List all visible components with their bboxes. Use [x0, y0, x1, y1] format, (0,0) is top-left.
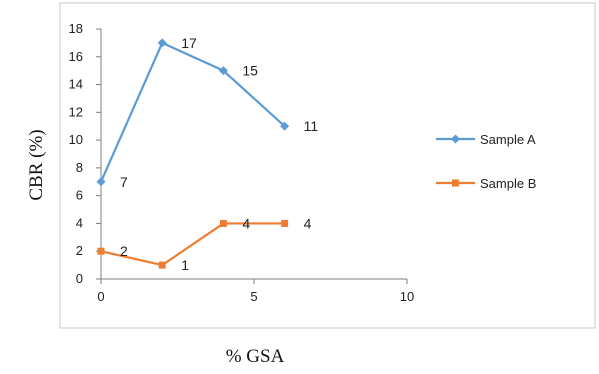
x-tick-label: 0	[97, 289, 104, 304]
data-label: 15	[242, 63, 258, 79]
series-line	[100, 222, 285, 267]
data-point	[157, 38, 167, 48]
data-point	[96, 177, 106, 187]
data-label: 4	[242, 215, 250, 231]
y-tick-label: 14	[69, 77, 83, 92]
data-point	[452, 179, 459, 187]
y-tick-label: 0	[76, 271, 83, 286]
y-axis-title: CBR (%)	[26, 129, 47, 200]
data-label: 11	[304, 118, 319, 134]
data-point	[219, 219, 227, 227]
y-tick-label: 2	[76, 243, 83, 258]
series-1: 7 17 15 11	[96, 35, 319, 190]
data-point	[158, 261, 166, 269]
legend: Sample A Sample B	[436, 132, 536, 191]
legend-label: Sample B	[480, 176, 536, 191]
y-tick-label: 12	[69, 104, 83, 119]
chart-area-border	[59, 2, 596, 329]
legend-item-2: Sample B	[436, 176, 536, 191]
y-tick-label: 6	[76, 188, 83, 203]
series-line	[99, 41, 286, 183]
y-tick-label: 4	[76, 215, 83, 230]
data-point	[97, 247, 105, 255]
data-label: 2	[120, 243, 128, 259]
data-label: 17	[181, 35, 197, 51]
series-layer: 7 17 15 11 2 1 4 4	[96, 35, 319, 273]
data-label: 4	[304, 215, 312, 231]
y-tick-label: 18	[69, 21, 83, 36]
legend-label: Sample A	[480, 132, 536, 147]
series-2: 2 1 4 4	[97, 215, 312, 273]
y-tick-label: 10	[69, 132, 83, 147]
data-point	[451, 134, 460, 144]
data-label: 1	[181, 257, 189, 273]
data-point	[218, 66, 228, 76]
x-axis-title: % GSA	[226, 346, 285, 367]
x-tick-label: 5	[250, 289, 257, 304]
data-point	[280, 121, 290, 131]
y-tick-label: 16	[69, 49, 83, 64]
data-point	[281, 219, 289, 227]
data-label: 7	[120, 174, 128, 190]
x-tick-label: 10	[400, 289, 414, 304]
legend-item-1: Sample A	[436, 132, 536, 147]
y-tick-label: 8	[76, 160, 83, 175]
